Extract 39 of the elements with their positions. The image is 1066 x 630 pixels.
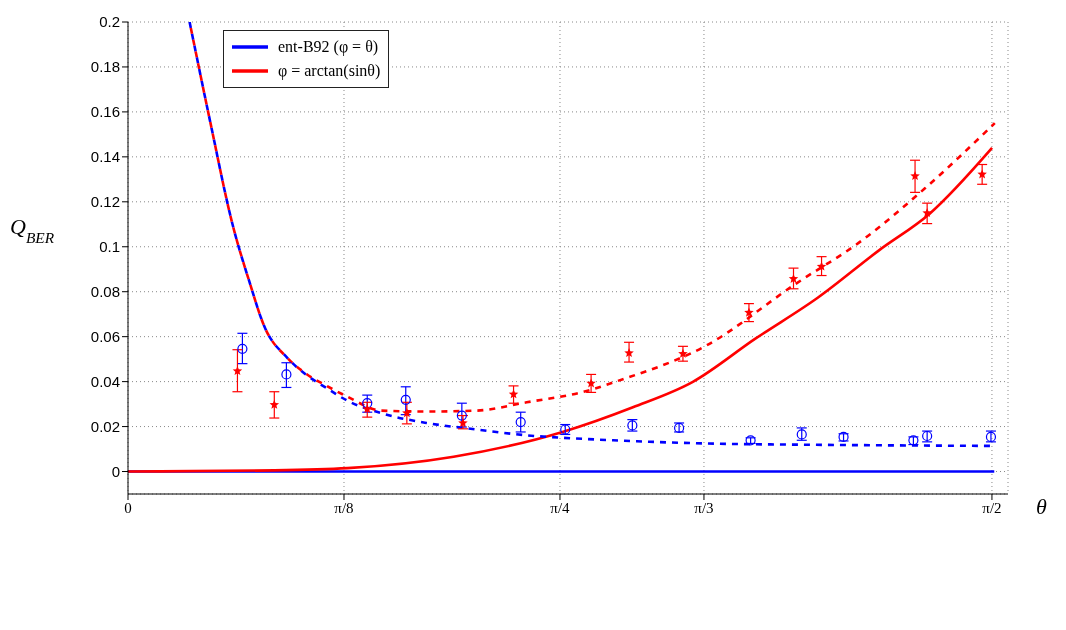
point — [744, 307, 754, 317]
point — [362, 404, 373, 414]
x-axis-title: θ — [1036, 494, 1047, 519]
y-tick-label: 0 — [111, 462, 120, 480]
y-tick-label: 0.18 — [90, 58, 120, 76]
point — [977, 169, 987, 179]
y-tick-label: 0.04 — [90, 372, 120, 390]
x-tick-label: π/2 — [982, 499, 1002, 516]
point — [281, 369, 292, 380]
point — [586, 378, 596, 388]
point — [269, 399, 280, 409]
point — [362, 398, 373, 409]
point — [400, 394, 411, 405]
x-tick-label: π/8 — [334, 499, 354, 516]
y-tick-label: 0.12 — [90, 193, 120, 211]
y-tick-label: 0.16 — [90, 103, 120, 121]
x-tick-label: 0 — [124, 499, 132, 516]
point — [910, 170, 920, 181]
y-tick-label: 0.1 — [99, 238, 120, 256]
point — [402, 408, 412, 418]
y-tick-label: 0.02 — [90, 417, 120, 435]
y-tick-label: 0.08 — [90, 283, 120, 301]
x-tick-label: π/4 — [550, 499, 571, 516]
y-tick-label: 0.14 — [90, 148, 120, 166]
y-tick-label: 0.06 — [90, 327, 120, 345]
x-tick-label: π/3 — [694, 499, 714, 516]
point — [922, 208, 932, 218]
y-axis-title: Q$_{BER}$ — [10, 214, 55, 246]
y-tick-label: 0.2 — [99, 13, 120, 31]
point — [232, 366, 243, 376]
legend-label: ent-B92 (φ = θ) — [278, 37, 379, 58]
point — [678, 348, 688, 358]
point — [237, 343, 248, 354]
legend-label: φ = arctan(sinθ) — [278, 61, 381, 82]
point — [515, 416, 526, 428]
point — [456, 410, 467, 421]
point — [624, 348, 634, 358]
line-series — [128, 146, 994, 473]
point — [508, 389, 519, 399]
